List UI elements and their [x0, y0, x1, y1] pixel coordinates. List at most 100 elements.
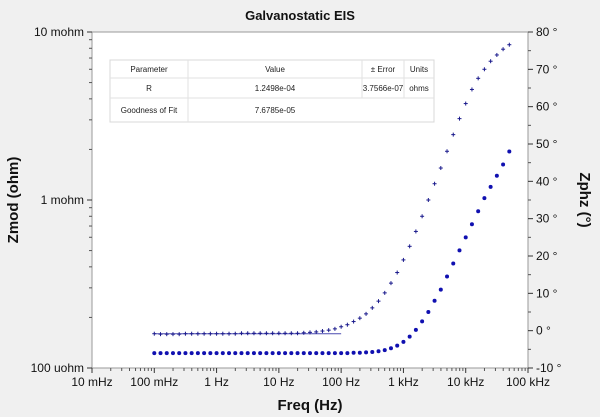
y-tick-label: 10 mohm [34, 25, 84, 39]
zmod-point [488, 59, 493, 64]
zmod-point [401, 257, 406, 262]
zphz-point [220, 351, 225, 356]
zphz-point [469, 222, 474, 227]
fit-results-table: Parameter Value ± Error Units R 1.2498e-… [109, 59, 435, 123]
zphz-point [283, 351, 288, 356]
zphz-point [195, 351, 200, 356]
zphz-point [202, 351, 207, 356]
zmod-point [507, 42, 512, 47]
y-axis-ticks: 10 mohm 1 mohm 100 uohm [31, 25, 92, 375]
x-tick-label: 100 mHz [130, 375, 178, 389]
zmod-point [426, 198, 431, 202]
zmod-point [476, 76, 481, 81]
zmod-point [164, 332, 169, 337]
zphz-point [463, 235, 468, 240]
zmod-point [463, 101, 468, 106]
zphz-point [332, 351, 337, 356]
zmod-point [251, 331, 256, 336]
zmod-point [364, 311, 369, 316]
zmod-point [370, 305, 375, 310]
y2-tick-label: -10 ° [536, 361, 562, 375]
zmod-point [445, 149, 450, 154]
zmod-point [469, 87, 474, 92]
chart-title: Galvanostatic EIS [245, 8, 355, 23]
zmod-point [388, 281, 393, 286]
zphz-point [289, 351, 294, 356]
zmod-point [382, 290, 387, 295]
table-header-error: ± Error [371, 65, 396, 74]
zphz-point [158, 351, 163, 356]
zphz-point [170, 351, 175, 356]
zmod-point [420, 214, 425, 219]
y2-tick-label: 50 ° [536, 137, 558, 151]
zphz-point [264, 351, 269, 356]
table-header-parameter: Parameter [130, 65, 168, 74]
zphz-point [407, 334, 412, 339]
y-tick-label: 100 uohm [31, 361, 84, 375]
zmod-point [270, 331, 275, 336]
zphz-point [183, 351, 188, 356]
zphz-point [357, 350, 362, 355]
zmod-point [395, 270, 400, 275]
zphz-point [239, 351, 244, 356]
zmod-point [158, 332, 163, 337]
zphz-point [413, 327, 418, 332]
zmod-point [407, 244, 412, 249]
zphz-point [320, 351, 325, 356]
zphz-point [351, 350, 356, 355]
zphz-point [382, 348, 387, 353]
zphz-point [189, 351, 194, 356]
zmod-point [438, 166, 443, 171]
zphz-point [488, 184, 493, 189]
zphz-point [276, 351, 281, 356]
zphz-point [401, 339, 406, 344]
y2-axis-ticks: 80 ° 70 ° 60 ° 50 ° 40 ° 30 ° 20 ° 10 ° 0 ° -10 ° [528, 25, 562, 375]
zmod-point [214, 331, 219, 336]
zmod-point [276, 331, 281, 336]
zmod-point [195, 331, 200, 336]
zphz-point [476, 209, 481, 214]
zphz-point [395, 343, 400, 348]
zphz-point [364, 350, 369, 355]
table-cell-value: 1.2498e-04 [255, 84, 296, 93]
zmod-point [413, 229, 418, 234]
x-tick-label: 10 kHz [447, 375, 484, 389]
zphz-point [164, 351, 169, 356]
zphz-point [314, 351, 319, 356]
zmod-point [264, 331, 269, 336]
zmod-point [233, 331, 238, 336]
zphz-point [245, 351, 250, 356]
zmod-point [376, 299, 381, 304]
zmod-point [357, 316, 362, 321]
table-cell-value: 7.6785e-05 [255, 106, 296, 115]
y2-axis-label: Zphz (°) [576, 172, 593, 227]
zphz-point [270, 351, 275, 356]
zphz-point [152, 351, 157, 356]
zmod-point [339, 324, 344, 329]
y2-tick-label: 40 ° [536, 174, 558, 188]
y2-tick-label: 30 ° [536, 212, 558, 226]
zmod-point [220, 331, 225, 336]
x-axis-ticks: 10 mHz 100 mHz 1 Hz 10 Hz 100 Hz 1 kHz 10 kHz 1… [71, 368, 550, 389]
zmod-point [457, 116, 462, 121]
zphz-point [295, 351, 300, 356]
zmod-point [183, 331, 188, 336]
zmod-point [314, 329, 319, 334]
zphz-point [388, 346, 393, 351]
zmod-point [208, 331, 213, 336]
table-cell-error: 3.7566e-07 [363, 84, 404, 93]
zphz-point [376, 349, 381, 354]
zphz-point [457, 248, 462, 253]
zmod-point [326, 328, 331, 333]
zmod-point [332, 326, 337, 331]
zmod-point [432, 181, 437, 186]
zmod-point [189, 331, 194, 336]
zphz-point [326, 351, 331, 356]
zmod-point [494, 52, 499, 57]
zmod-point [482, 67, 487, 72]
zphz-point [507, 149, 512, 154]
table-header-units: Units [410, 65, 428, 74]
y-tick-label: 1 mohm [41, 193, 84, 207]
x-tick-label: 1 Hz [204, 375, 229, 389]
